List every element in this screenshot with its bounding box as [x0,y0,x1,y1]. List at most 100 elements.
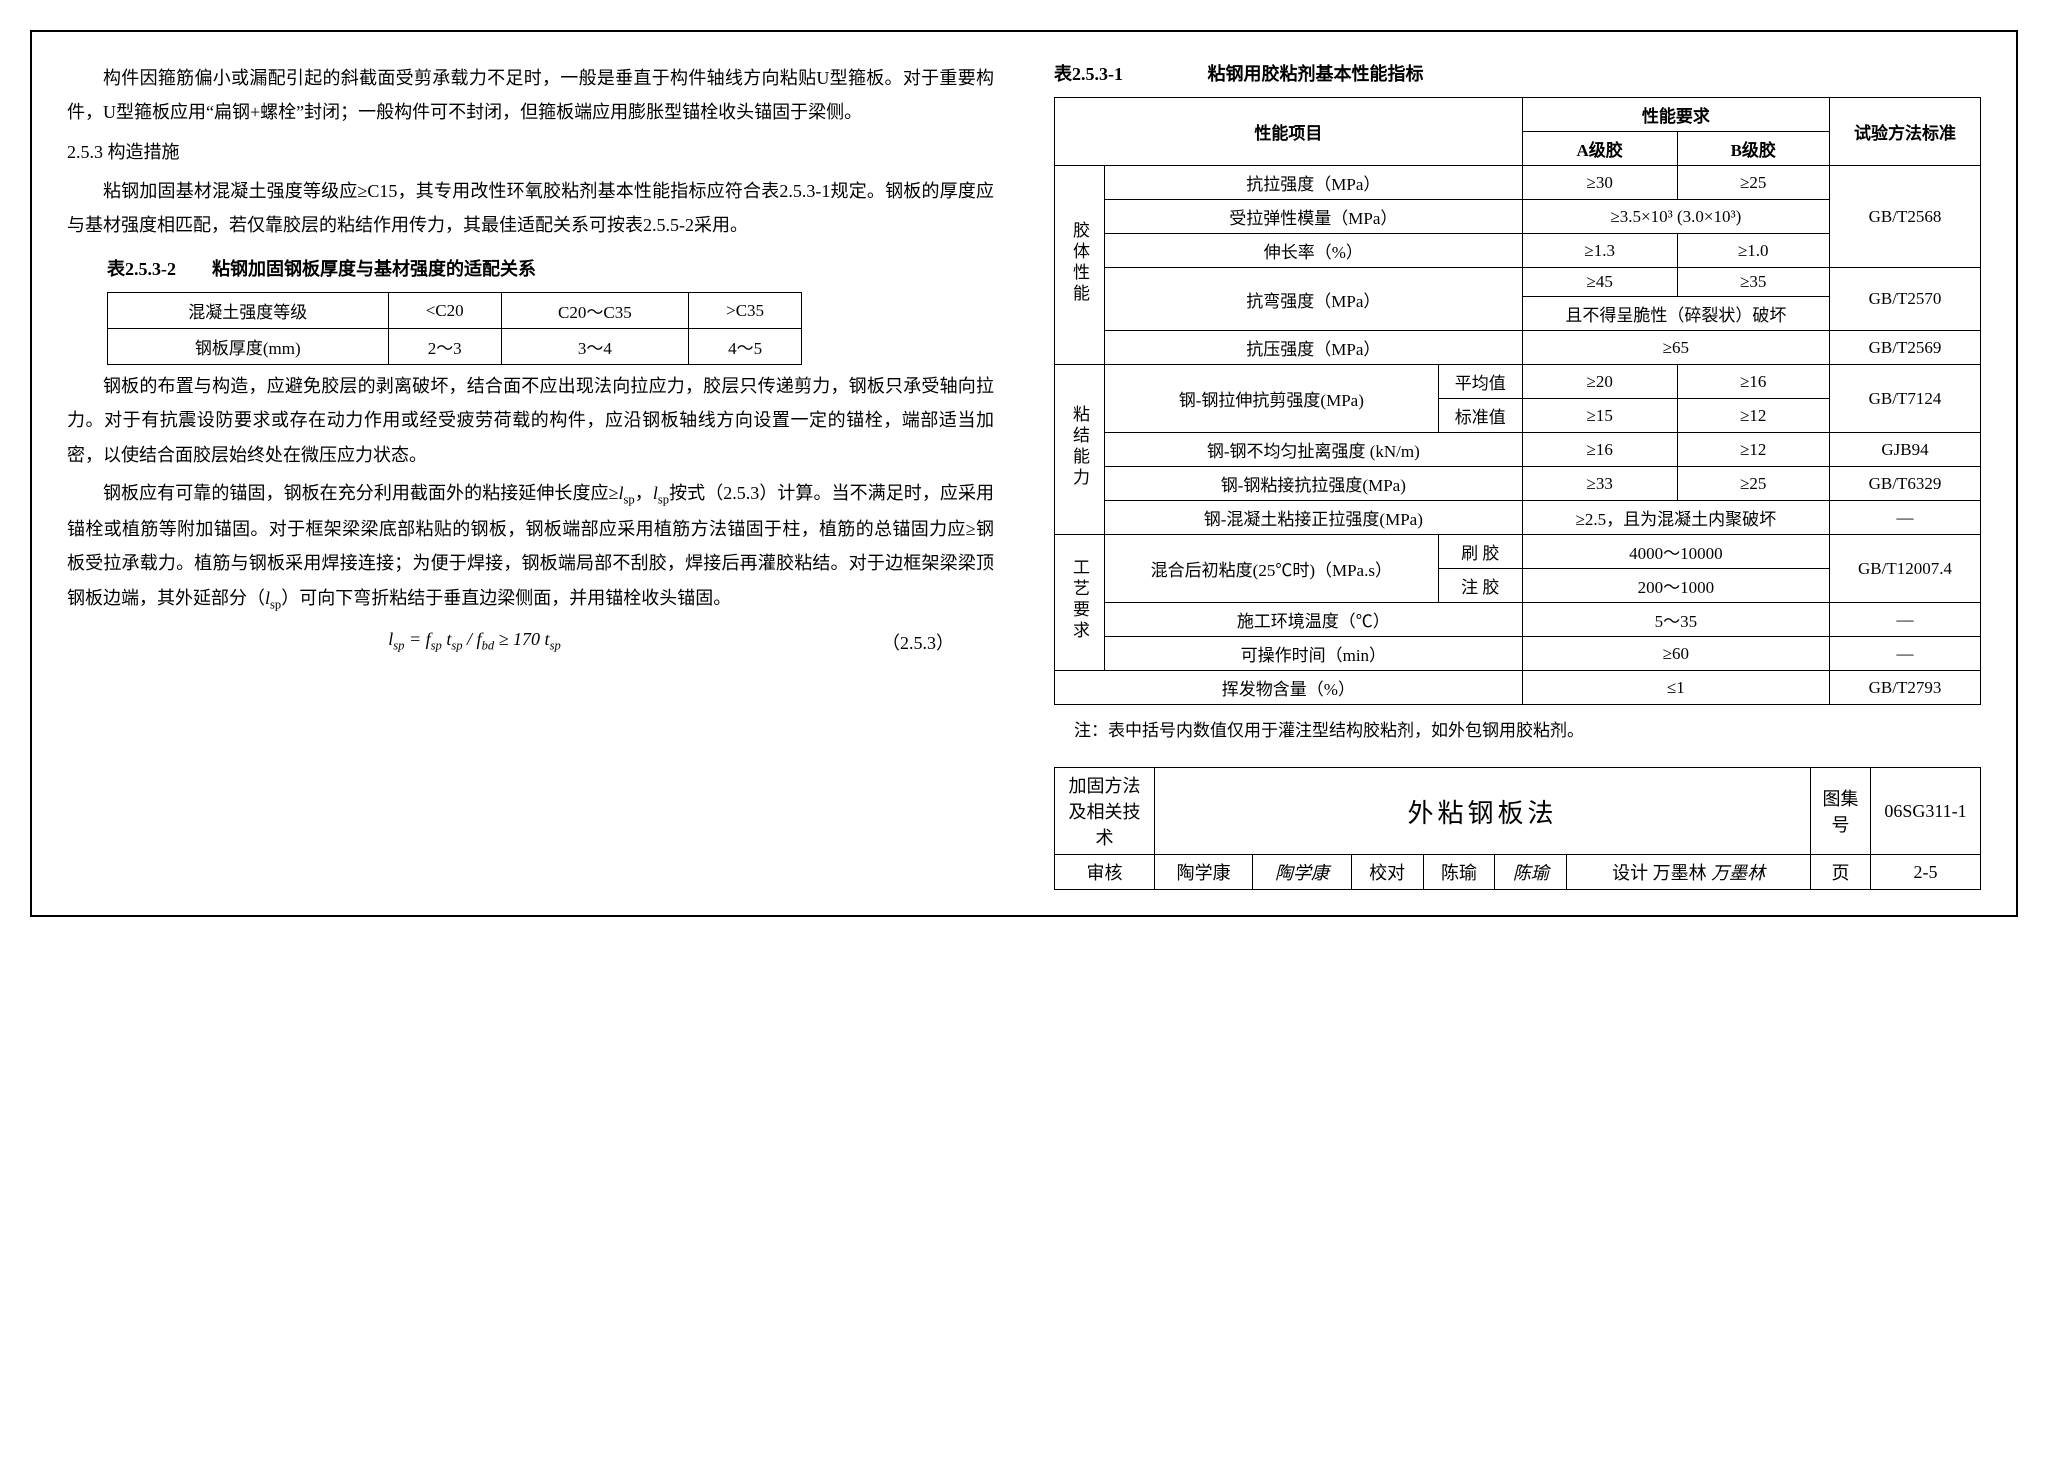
para-1: 构件因箍筋偏小或漏配引起的斜截面受剪承载力不足时，一般是垂直于构件轴线方向粘贴U… [67,61,994,129]
cell: GB/T2568 [1829,166,1980,268]
cell: 2～3 [388,329,501,365]
cell: — [1829,603,1980,637]
para-3: 钢板的布置与构造，应避免胶层的剥离破坏，结合面不应出现法向拉应力，胶层只传递剪力… [67,369,994,472]
table-row: 钢-钢粘接抗拉强度(MPa) ≥33 ≥25 GB/T6329 [1055,467,1981,501]
table-row: 审核 陶学康 陶学康 校对 陈瑜 陈瑜 设计 万墨林 万墨林 页 2-5 [1055,855,1981,890]
cell: 4～5 [688,329,801,365]
cell: 且不得呈脆性（碎裂状）破坏 [1522,297,1829,331]
cell: 注 胶 [1438,569,1522,603]
header-item: 性能项目 [1055,98,1523,166]
page-frame: 构件因箍筋偏小或漏配引起的斜截面受剪承载力不足时，一般是垂直于构件轴线方向粘贴U… [30,30,2018,917]
cell: ≥65 [1522,331,1829,365]
cell: 页 [1811,855,1871,890]
table-row: 钢-混凝土粘接正拉强度(MPa) ≥2.5，且为混凝土内聚破坏 — [1055,501,1981,535]
cell: 钢-钢不均匀扯离强度 (kN/m) [1104,433,1522,467]
table-row: 挥发物含量（%） ≤1 GB/T2793 [1055,671,1981,705]
cell: 抗压强度（MPa） [1104,331,1522,365]
cell: 校对 [1351,855,1423,890]
text: ）可向下弯折粘结于垂直边梁侧面，并用锚栓收头锚固。 [281,588,731,608]
cell: ≥60 [1522,637,1829,671]
para-4: 钢板应有可靠的锚固，钢板在充分利用截面外的粘接延伸长度应≥lsp，lsp按式（2… [67,476,994,617]
cell: 施工环境温度（℃） [1104,603,1522,637]
cell: 平均值 [1438,365,1522,399]
equation-number: （2.5.3） [882,629,994,655]
cell: 加固方法及相关技术 [1055,768,1155,855]
cell: 钢-混凝土粘接正拉强度(MPa) [1104,501,1522,535]
cell: ≥1.3 [1522,234,1677,268]
cell: ≥2.5，且为混凝土内聚破坏 [1522,501,1829,535]
table-row: 施工环境温度（℃） 5～35 — [1055,603,1981,637]
cell: ≥30 [1522,166,1677,200]
cell: GB/T2570 [1829,268,1980,331]
cell: GB/T7124 [1829,365,1980,433]
signature: 陈瑜 [1495,855,1567,890]
cell: ≥1.0 [1677,234,1829,268]
cell: ≥16 [1522,433,1677,467]
cell: <C20 [388,293,501,329]
cell: 设计 万墨林 万墨林 [1567,855,1811,890]
title-block: 加固方法及相关技术 外粘钢板法 图集号 06SG311-1 审核 陶学康 陶学康… [1054,767,1981,890]
table-row: 钢板厚度(mm) 2～3 3～4 4～5 [108,329,802,365]
cell: 刷 胶 [1438,535,1522,569]
text: 钢板应有可靠的锚固，钢板在充分利用截面外的粘接延伸长度应≥ [103,483,618,503]
cell: 伸长率（%） [1104,234,1522,268]
cell: 06SG311-1 [1871,768,1981,855]
table-row: 抗弯强度（MPa） ≥45 ≥35 GB/T2570 [1055,268,1981,297]
cell: ≥35 [1677,268,1829,297]
header-std: 试验方法标准 [1829,98,1980,166]
cell: 200～1000 [1522,569,1829,603]
cell: 陶学康 [1155,855,1253,890]
cell: GB/T2793 [1829,671,1980,705]
cell: 混凝土强度等级 [108,293,389,329]
cell: 抗拉强度（MPa） [1104,166,1522,200]
cell: GB/T6329 [1829,467,1980,501]
cell: 标准值 [1438,399,1522,433]
table-2-5-3-2-caption: 表2.5.3-2 粘钢加固钢板厚度与基材强度的适配关系 [107,252,994,286]
cell: ≤1 [1522,671,1829,705]
cell: ≥20 [1522,365,1677,399]
cell: ≥15 [1522,399,1677,433]
table-row: 粘结能力 钢-钢拉伸抗剪强度(MPa) 平均值 ≥20 ≥16 GB/T7124 [1055,365,1981,399]
cell: 混合后初粘度(25℃时)（MPa.s） [1104,535,1438,603]
section-heading: 2.5.3 构造措施 [67,135,994,169]
header-req: 性能要求 [1522,98,1829,132]
equation-body: lsp = fsp tsp / fbd ≥ 170 tsp [67,629,882,655]
cell: GJB94 [1829,433,1980,467]
cell: 4000～10000 [1522,535,1829,569]
table-2-5-3-1-caption: 表2.5.3-1 粘钢用胶粘剂基本性能指标 [1054,57,1981,91]
row-group-label: 胶体性能 [1055,166,1105,365]
table-row: 抗压强度（MPa） ≥65 GB/T2569 [1055,331,1981,365]
table-row: 钢-钢不均匀扯离强度 (kN/m) ≥16 ≥12 GJB94 [1055,433,1981,467]
table-2-5-3-2: 混凝土强度等级 <C20 C20～C35 >C35 钢板厚度(mm) 2～3 3… [107,292,802,365]
cell: 受拉弹性模量（MPa） [1104,200,1522,234]
cell: 钢板厚度(mm) [108,329,389,365]
cell: — [1829,501,1980,535]
row-group-label: 粘结能力 [1055,365,1105,535]
row-group-label: 工艺要求 [1055,535,1105,671]
table-title: 粘钢用胶粘剂基本性能指标 [1208,64,1424,84]
cell: GB/T12007.4 [1829,535,1980,603]
table-2-5-3-1: 性能项目 性能要求 试验方法标准 A级胶 B级胶 胶体性能 抗拉强度（MPa） … [1054,97,1981,705]
table-note: 注：表中括号内数值仅用于灌注型结构胶粘剂，如外包钢用胶粘剂。 [1074,715,1981,747]
table-row: 工艺要求 混合后初粘度(25℃时)（MPa.s） 刷 胶 4000～10000 … [1055,535,1981,569]
right-column: 表2.5.3-1 粘钢用胶粘剂基本性能指标 性能项目 性能要求 试验方法标准 A… [1044,57,1981,890]
cell: 可操作时间（min） [1104,637,1522,671]
cell: GB/T2569 [1829,331,1980,365]
cell: 5～35 [1522,603,1829,637]
table-row: 混凝土强度等级 <C20 C20～C35 >C35 [108,293,802,329]
cell: 3～4 [501,329,688,365]
cell: 审核 [1055,855,1155,890]
header-a: A级胶 [1522,132,1677,166]
drawing-title: 外粘钢板法 [1155,768,1811,855]
cell: ≥16 [1677,365,1829,399]
para-2: 粘钢加固基材混凝土强度等级应≥C15，其专用改性环氧胶粘剂基本性能指标应符合表2… [67,174,994,242]
left-column: 构件因箍筋偏小或漏配引起的斜截面受剪承载力不足时，一般是垂直于构件轴线方向粘贴U… [67,57,1004,890]
header-b: B级胶 [1677,132,1829,166]
cell: 2-5 [1871,855,1981,890]
cell: 陈瑜 [1423,855,1495,890]
table-row: 胶体性能 抗拉强度（MPa） ≥30 ≥25 GB/T2568 [1055,166,1981,200]
cell: ≥33 [1522,467,1677,501]
cell: >C35 [688,293,801,329]
table-row: 加固方法及相关技术 外粘钢板法 图集号 06SG311-1 [1055,768,1981,855]
cell: ≥3.5×10³ (3.0×10³) [1522,200,1829,234]
